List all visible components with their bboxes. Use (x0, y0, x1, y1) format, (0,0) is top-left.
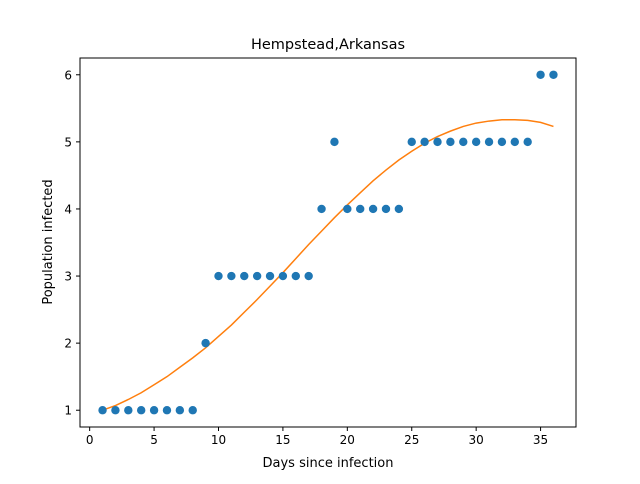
y-tick-label: 4 (64, 202, 72, 216)
x-tick-label: 15 (275, 433, 290, 447)
x-tick-label: 20 (340, 433, 355, 447)
data-point (98, 406, 107, 415)
data-point (484, 137, 494, 147)
data-point (330, 137, 339, 147)
data-point (265, 271, 275, 281)
data-point (368, 204, 378, 214)
y-tick-label: 3 (64, 270, 72, 284)
data-point (549, 70, 558, 79)
x-tick-label: 35 (533, 433, 548, 447)
data-point (175, 406, 185, 415)
data-point (240, 271, 249, 281)
data-point (188, 406, 197, 415)
y-tick-label: 2 (64, 337, 72, 351)
data-point (227, 271, 236, 281)
data-point (124, 406, 133, 415)
x-tick-label: 10 (211, 433, 226, 447)
data-point (523, 137, 532, 147)
data-point (149, 406, 159, 415)
plot-series (98, 70, 558, 415)
fit-line (102, 118, 554, 411)
data-point (446, 137, 455, 147)
data-point (214, 271, 223, 281)
axes: 0 5 10 15 20 25 30 35 1 2 3 4 5 6 (64, 68, 548, 447)
y-tick-label: 6 (64, 68, 72, 82)
data-point (497, 137, 507, 147)
data-point (343, 204, 352, 214)
x-tick-label: 25 (404, 433, 419, 447)
data-point (381, 204, 391, 214)
x-tick-label: 5 (150, 433, 158, 447)
data-point (536, 70, 545, 79)
chart-title: Hempstead,Arkansas (251, 37, 405, 53)
x-axis-label: Days since infection (263, 456, 394, 471)
data-point (201, 338, 210, 348)
data-point (356, 204, 365, 214)
data-point (304, 271, 313, 281)
data-point (420, 137, 429, 147)
data-point (291, 271, 300, 281)
y-axis-label: Population infected (41, 179, 56, 304)
data-point (459, 137, 468, 147)
data-point (111, 406, 120, 415)
data-point (394, 204, 404, 214)
data-point (433, 137, 442, 147)
data-point (471, 137, 481, 147)
data-point (162, 406, 172, 415)
data-point (407, 137, 416, 147)
data-point (278, 271, 288, 281)
data-point (136, 406, 146, 415)
data-point (252, 271, 262, 281)
y-tick-label: 5 (64, 135, 72, 149)
data-point (510, 137, 520, 147)
x-tick-label: 0 (86, 433, 94, 447)
y-tick-label: 1 (64, 404, 72, 418)
plot-frame (79, 57, 577, 428)
data-point (317, 204, 326, 214)
x-tick-label: 30 (469, 433, 484, 447)
